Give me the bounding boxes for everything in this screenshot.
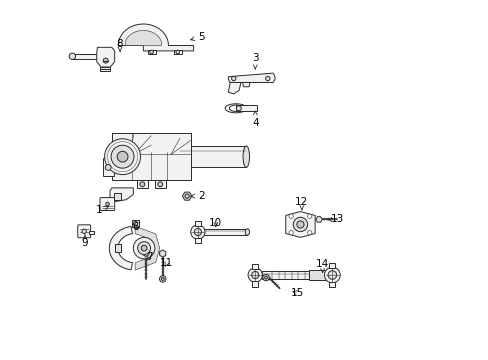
Bar	[252, 264, 258, 269]
Circle shape	[324, 267, 340, 283]
Bar	[131, 220, 139, 227]
Circle shape	[149, 50, 153, 54]
Text: 11: 11	[160, 258, 173, 268]
Circle shape	[190, 225, 204, 239]
Circle shape	[133, 221, 137, 226]
Text: 9: 9	[81, 235, 88, 248]
Polygon shape	[118, 24, 193, 51]
Circle shape	[251, 271, 258, 279]
Bar	[261, 271, 331, 279]
Circle shape	[231, 76, 235, 81]
Text: 15: 15	[290, 288, 304, 298]
Ellipse shape	[243, 146, 249, 167]
Text: 13: 13	[327, 215, 344, 224]
Polygon shape	[109, 226, 132, 270]
Bar	[252, 282, 258, 287]
Circle shape	[247, 268, 262, 282]
Bar	[113, 193, 121, 200]
Text: 6: 6	[132, 222, 138, 231]
Circle shape	[111, 145, 134, 168]
Circle shape	[307, 214, 311, 219]
Bar	[147, 50, 155, 54]
Circle shape	[264, 276, 267, 279]
Circle shape	[161, 278, 164, 280]
Bar	[155, 180, 165, 188]
Circle shape	[104, 139, 140, 175]
Polygon shape	[285, 212, 314, 237]
Polygon shape	[224, 104, 244, 113]
Text: 5: 5	[190, 32, 204, 41]
Circle shape	[288, 230, 293, 235]
Circle shape	[140, 182, 144, 187]
Circle shape	[327, 271, 336, 279]
Circle shape	[288, 214, 293, 219]
Circle shape	[105, 202, 109, 206]
Text: 10: 10	[209, 218, 222, 228]
Text: 2: 2	[190, 191, 204, 201]
Polygon shape	[242, 82, 249, 87]
FancyBboxPatch shape	[78, 225, 90, 238]
Circle shape	[117, 151, 128, 162]
Bar	[137, 180, 147, 188]
Circle shape	[159, 276, 165, 282]
Polygon shape	[228, 73, 274, 82]
Circle shape	[82, 229, 86, 233]
Bar	[102, 158, 113, 176]
Bar	[308, 270, 332, 280]
Circle shape	[265, 76, 269, 81]
Polygon shape	[135, 226, 159, 270]
Bar	[329, 263, 335, 268]
Circle shape	[137, 242, 150, 255]
Circle shape	[176, 50, 179, 54]
Text: 12: 12	[295, 197, 308, 210]
Text: 14: 14	[315, 259, 328, 273]
Circle shape	[69, 53, 76, 59]
Text: 7: 7	[146, 252, 152, 262]
Circle shape	[236, 106, 241, 111]
Circle shape	[105, 165, 111, 170]
Circle shape	[103, 58, 108, 63]
Text: 8: 8	[117, 39, 123, 51]
Bar	[195, 238, 201, 243]
Circle shape	[141, 245, 147, 251]
Circle shape	[296, 221, 304, 228]
Text: 4: 4	[251, 111, 258, 128]
Polygon shape	[110, 188, 133, 202]
Bar	[115, 244, 121, 252]
Bar	[72, 54, 99, 59]
Bar	[235, 105, 257, 111]
Circle shape	[194, 228, 201, 235]
Circle shape	[307, 230, 311, 235]
Circle shape	[133, 237, 155, 259]
Polygon shape	[97, 47, 115, 67]
Circle shape	[262, 274, 269, 281]
Bar	[329, 282, 335, 287]
Polygon shape	[125, 31, 161, 45]
Circle shape	[158, 182, 163, 187]
Text: 3: 3	[251, 53, 258, 69]
Ellipse shape	[244, 229, 249, 235]
Circle shape	[293, 217, 307, 231]
Polygon shape	[228, 82, 241, 94]
Bar	[89, 230, 94, 234]
Text: 1: 1	[96, 206, 108, 216]
Bar	[100, 67, 109, 71]
Bar	[112, 134, 190, 180]
FancyBboxPatch shape	[100, 198, 115, 211]
Bar	[174, 50, 182, 54]
Bar	[204, 229, 247, 235]
Circle shape	[184, 194, 189, 198]
Bar	[195, 221, 201, 226]
Bar	[180, 146, 246, 167]
